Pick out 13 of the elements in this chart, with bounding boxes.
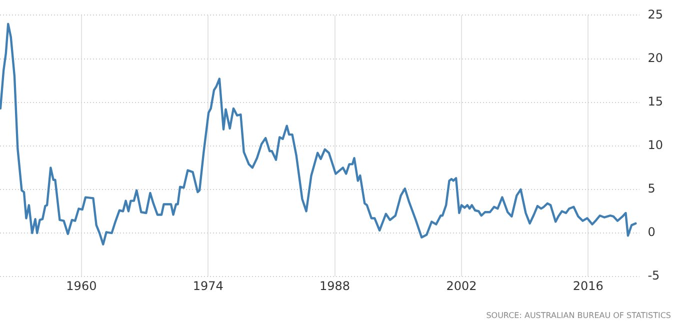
x-tick-label: 2002 — [446, 278, 477, 293]
source-note: SOURCE: AUSTRALIAN BUREAU OF STATISTICS — [486, 311, 671, 320]
x-tick-label: 1988 — [320, 278, 350, 293]
x-tick-label: 1974 — [192, 278, 224, 293]
y-tick-label: -5 — [648, 268, 660, 283]
x-tick-label: 1960 — [66, 278, 97, 293]
y-tick-label: 25 — [648, 7, 664, 22]
y-tick-label: 0 — [648, 225, 656, 240]
y-tick-label: 20 — [648, 50, 664, 65]
y-tick-label: 10 — [648, 138, 664, 152]
y-tick-label: 15 — [648, 94, 664, 108]
y-tick-label: 5 — [648, 182, 656, 196]
x-tick-label: 2016 — [572, 278, 604, 293]
